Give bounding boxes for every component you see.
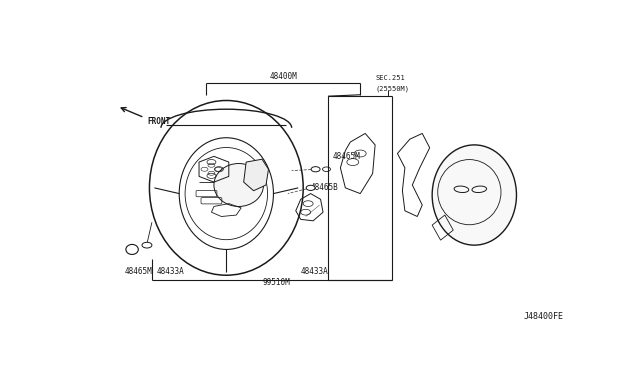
Text: 48465M: 48465M — [333, 152, 361, 161]
Text: (25550M): (25550M) — [375, 86, 409, 92]
Text: 48433A: 48433A — [301, 267, 328, 276]
Circle shape — [311, 167, 320, 172]
Text: 48465M: 48465M — [125, 267, 152, 276]
Ellipse shape — [214, 164, 264, 206]
Circle shape — [142, 242, 152, 248]
Ellipse shape — [126, 244, 138, 254]
Text: 48433A: 48433A — [157, 267, 184, 276]
Circle shape — [306, 185, 315, 190]
Polygon shape — [244, 159, 269, 191]
Circle shape — [323, 167, 330, 171]
Ellipse shape — [432, 145, 516, 245]
Text: J48400FE: J48400FE — [524, 312, 564, 321]
Text: 48400M: 48400M — [269, 72, 297, 81]
Text: 48465B: 48465B — [310, 183, 339, 192]
Text: FRONT: FRONT — [147, 117, 170, 126]
Text: SEC.251: SEC.251 — [375, 75, 405, 81]
Text: 99510M: 99510M — [262, 278, 290, 287]
